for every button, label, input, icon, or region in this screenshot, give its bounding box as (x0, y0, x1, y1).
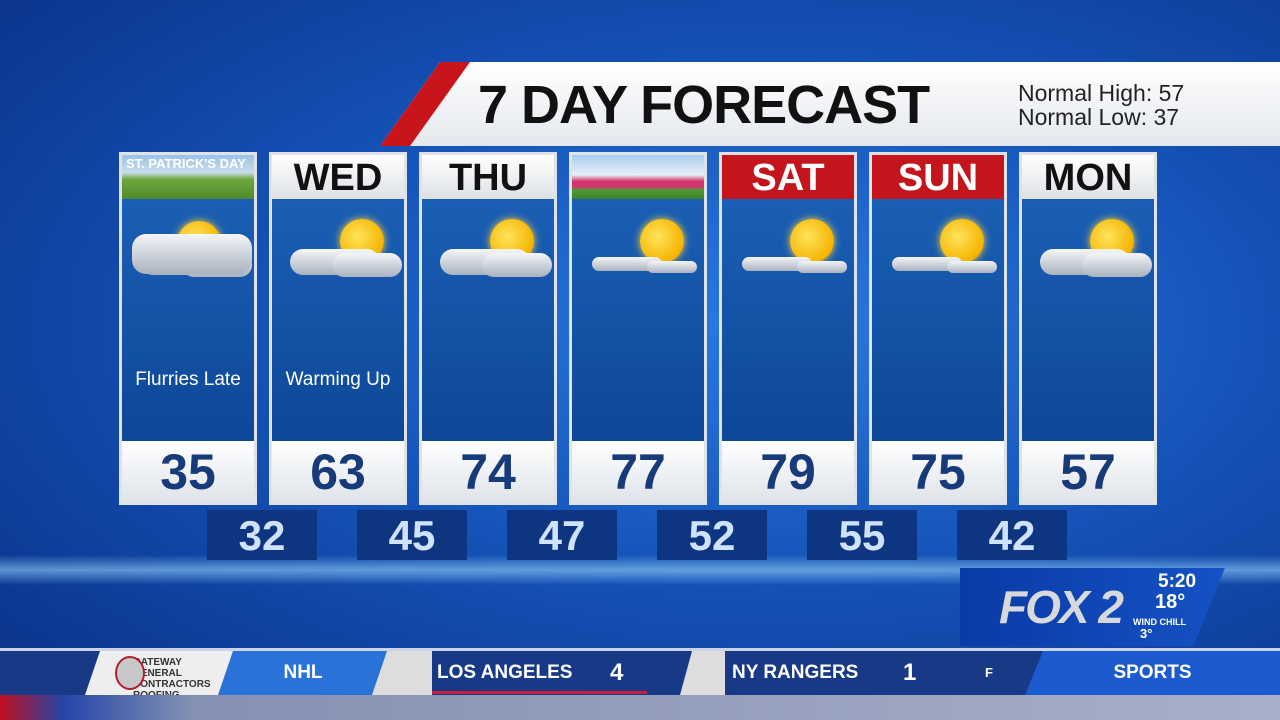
sports-ticker: GATEWAY GENERAL CONTRACTORS ROOFING NHL … (0, 648, 1280, 695)
page-title: 7 DAY FORECAST (478, 75, 930, 135)
condition-text: Flurries Late (135, 369, 241, 390)
section-label: SPORTS (1025, 651, 1280, 695)
day-header: THU (422, 155, 554, 199)
team1-score: 4 (610, 659, 624, 686)
day-body: Flurries Late (122, 199, 254, 441)
day-body (872, 199, 1004, 441)
day-column: SAT 79 (719, 152, 857, 505)
condition-text: Warming Up (285, 369, 391, 390)
sponsor-logo: GATEWAY GENERAL CONTRACTORS ROOFING (85, 651, 235, 695)
low-temp: 55 (807, 510, 917, 560)
leader-underline (432, 691, 647, 694)
normal-high: Normal High: 57 (1018, 80, 1185, 106)
day-column: WED Warming Up 63 (269, 152, 407, 505)
day-column: MON 57 (1019, 152, 1157, 505)
high-temp: 77 (572, 441, 704, 502)
day-body (722, 199, 854, 441)
bottom-strip (0, 695, 1280, 720)
low-temp: 47 (507, 510, 617, 560)
current-temp: 18° (1155, 591, 1186, 613)
day-header: SAT (722, 155, 854, 199)
day-column: SUN 75 (869, 152, 1007, 505)
day-header: MON (1022, 155, 1154, 199)
league-label: NHL (218, 651, 388, 695)
high-temp: 74 (422, 441, 554, 502)
day-column: ST. PATRICK'S DAY Flurries Late 35 (119, 152, 257, 505)
high-temp: 79 (722, 441, 854, 502)
day-column: THU 74 (419, 152, 557, 505)
low-temp: 45 (357, 510, 467, 560)
high-temp: 75 (872, 441, 1004, 502)
normals: Normal High: 57 Normal Low: 37 (1018, 81, 1184, 129)
low-temp: 52 (657, 510, 767, 560)
team2-score: 1 (903, 659, 917, 686)
day-header: WED (272, 155, 404, 199)
title-banner (380, 62, 1280, 146)
day-body: Warming Up (272, 199, 404, 441)
fox2-logo: FOX 2 (999, 581, 1124, 633)
team1-name: LOS ANGELES (437, 662, 573, 683)
day-body (572, 199, 704, 441)
game-status: F (985, 665, 993, 680)
day-body (1022, 199, 1154, 441)
day-body (422, 199, 554, 441)
day-header: ST. PATRICK'S DAY (122, 155, 254, 199)
clock: 5:20 (1158, 571, 1197, 592)
wind-chill-value: 3° (1140, 626, 1153, 641)
high-temp: 63 (272, 441, 404, 502)
station-bug (960, 568, 1225, 646)
day-header (572, 155, 704, 199)
high-temp: 35 (122, 441, 254, 502)
low-temp: 42 (957, 510, 1067, 560)
high-temp: 57 (1022, 441, 1154, 502)
low-temp: 32 (207, 510, 317, 560)
day-column: 77 (569, 152, 707, 505)
team2-name: NY RANGERS (732, 662, 859, 683)
rangers-logo-icon (680, 651, 725, 695)
wind-chill-label: WIND CHILL (1133, 617, 1186, 627)
lion-icon (115, 656, 145, 690)
normal-low: Normal Low: 37 (1018, 104, 1180, 130)
day-header: SUN (872, 155, 1004, 199)
